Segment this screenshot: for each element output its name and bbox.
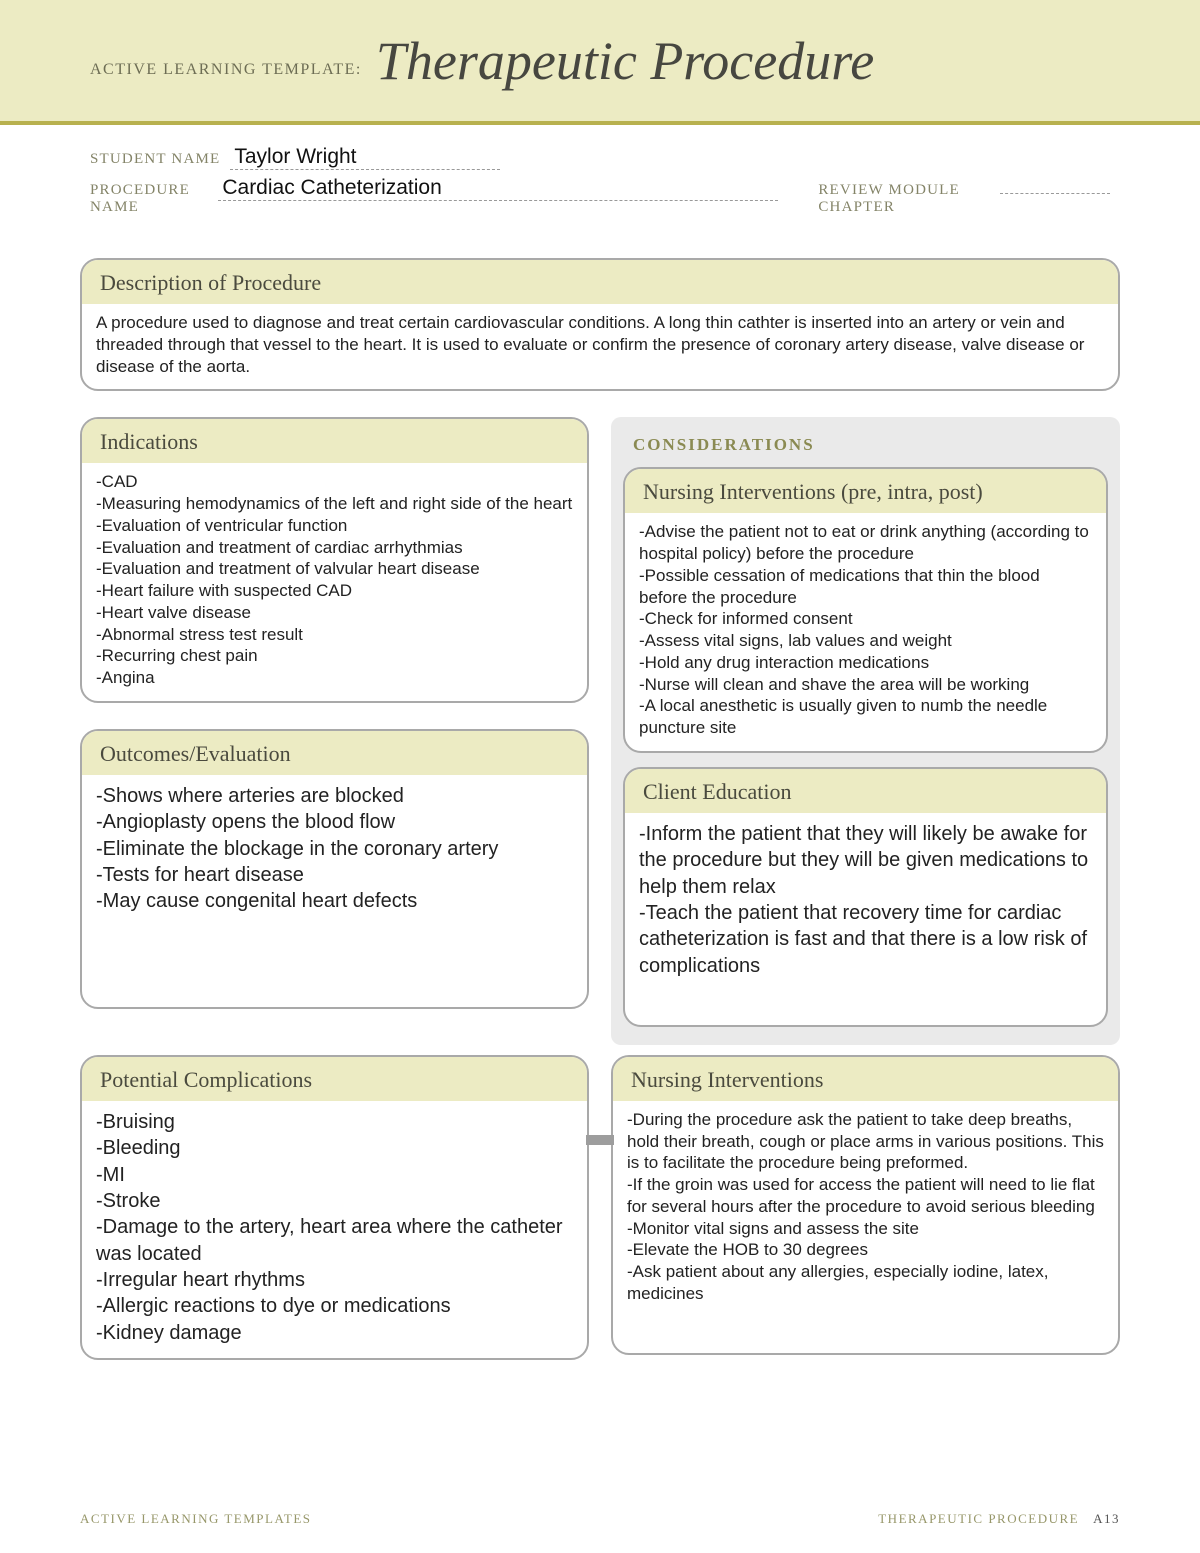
footer-right: THERAPEUTIC PROCEDURE A13	[878, 1511, 1120, 1527]
list-item: -Recurring chest pain	[96, 645, 573, 667]
list-item: -Ask patient about any allergies, especi…	[627, 1261, 1104, 1305]
card-body-indications: -CAD-Measuring hemodynamics of the left …	[82, 463, 587, 701]
col-right: CONSIDERATIONS Nursing Interventions (pr…	[611, 417, 1120, 1055]
row-bottom: Potential Complications -Bruising-Bleedi…	[80, 1055, 1120, 1387]
list-item: -Monitor vital signs and assess the site	[627, 1218, 1104, 1240]
list-item: -Tests for heart disease	[96, 862, 573, 888]
card-header-client-education: Client Education	[625, 769, 1106, 813]
banner: ACTIVE LEARNING TEMPLATE: Therapeutic Pr…	[0, 0, 1200, 125]
row-top: Indications -CAD-Measuring hemodynamics …	[80, 417, 1120, 1055]
card-client-education: Client Education -Inform the patient tha…	[623, 767, 1108, 1027]
list-item: -Hold any drug interaction medications	[639, 652, 1092, 674]
card-description: Description of Procedure A procedure use…	[80, 258, 1120, 391]
col-left-bottom: Potential Complications -Bruising-Bleedi…	[80, 1055, 589, 1387]
procedure-name-value: Cardiac Catheterization	[218, 176, 778, 201]
list-item: -Evaluation of ventricular function	[96, 515, 573, 537]
list-item: -Stroke	[96, 1188, 573, 1214]
footer-page-number: A13	[1093, 1511, 1120, 1527]
card-body-interventions-post: -During the procedure ask the patient to…	[613, 1101, 1118, 1317]
card-connector	[586, 1135, 614, 1145]
procedure-name-label: PROCEDURE NAME	[90, 182, 208, 216]
footer-left: ACTIVE LEARNING TEMPLATES	[80, 1511, 312, 1527]
student-name-value: Taylor Wright	[230, 145, 500, 170]
list-item: -Heart valve disease	[96, 602, 573, 624]
card-header-complications: Potential Complications	[82, 1057, 587, 1101]
list-item: -Angioplasty opens the blood flow	[96, 809, 573, 835]
meta-row-procedure: PROCEDURE NAME Cardiac Catheterization R…	[90, 176, 1110, 216]
list-item: -Damage to the artery, heart area where …	[96, 1214, 573, 1267]
card-outcomes: Outcomes/Evaluation -Shows where arterie…	[80, 729, 589, 1009]
list-item: -Shows where arteries are blocked	[96, 783, 573, 809]
card-header-outcomes: Outcomes/Evaluation	[82, 731, 587, 775]
footer: ACTIVE LEARNING TEMPLATES THERAPEUTIC PR…	[80, 1511, 1120, 1527]
banner-title: Therapeutic Procedure	[376, 30, 874, 92]
list-item: -Inform the patient that they will likel…	[639, 821, 1092, 900]
card-body-interventions-pre: -Advise the patient not to eat or drink …	[625, 513, 1106, 751]
card-interventions-pre: Nursing Interventions (pre, intra, post)…	[623, 467, 1108, 753]
card-header-indications: Indications	[82, 419, 587, 463]
review-module-label: REVIEW MODULE CHAPTER	[818, 182, 990, 216]
card-interventions-post: Nursing Interventions -During the proced…	[611, 1055, 1120, 1355]
list-item: -Irregular heart rhythms	[96, 1267, 573, 1293]
card-body-outcomes: -Shows where arteries are blocked-Angiop…	[82, 775, 587, 927]
list-item: -Kidney damage	[96, 1320, 573, 1346]
card-complications: Potential Complications -Bruising-Bleedi…	[80, 1055, 589, 1361]
list-item: -Bruising	[96, 1109, 573, 1135]
list-item: -Bleeding	[96, 1135, 573, 1161]
list-item: -Measuring hemodynamics of the left and …	[96, 493, 573, 515]
card-header-interventions-post: Nursing Interventions	[613, 1057, 1118, 1101]
list-item: -A local anesthetic is usually given to …	[639, 695, 1092, 739]
list-item: -Elevate the HOB to 30 degrees	[627, 1239, 1104, 1261]
student-name-label: STUDENT NAME	[90, 151, 220, 168]
list-item: -Advise the patient not to eat or drink …	[639, 521, 1092, 565]
list-item: -Allergic reactions to dye or medication…	[96, 1293, 573, 1319]
card-indications: Indications -CAD-Measuring hemodynamics …	[80, 417, 589, 703]
card-header-description: Description of Procedure	[82, 260, 1118, 304]
col-right-bottom: Nursing Interventions -During the proced…	[611, 1055, 1120, 1387]
list-item: -May cause congenital heart defects	[96, 888, 573, 914]
review-module-blank	[1000, 180, 1110, 194]
list-item: -Nurse will clean and shave the area wil…	[639, 674, 1092, 696]
list-item: -Evaluation and treatment of valvular he…	[96, 558, 573, 580]
list-item: -Evaluation and treatment of cardiac arr…	[96, 537, 573, 559]
card-body-client-education: -Inform the patient that they will likel…	[625, 813, 1106, 991]
list-item: -Assess vital signs, lab values and weig…	[639, 630, 1092, 652]
list-item: -Eliminate the blockage in the coronary …	[96, 836, 573, 862]
banner-prefix: ACTIVE LEARNING TEMPLATE:	[90, 61, 362, 79]
list-item: -CAD	[96, 471, 573, 493]
list-item: -Teach the patient that recovery time fo…	[639, 900, 1092, 979]
page: ACTIVE LEARNING TEMPLATE: Therapeutic Pr…	[0, 0, 1200, 1553]
list-item: -Heart failure with suspected CAD	[96, 580, 573, 602]
col-left: Indications -CAD-Measuring hemodynamics …	[80, 417, 589, 1055]
considerations-block: CONSIDERATIONS Nursing Interventions (pr…	[611, 417, 1120, 1045]
list-item: -Abnormal stress test result	[96, 624, 573, 646]
meta-block: STUDENT NAME Taylor Wright PROCEDURE NAM…	[0, 125, 1200, 216]
card-body-complications: -Bruising-Bleeding-MI-Stroke-Damage to t…	[82, 1101, 587, 1359]
list-item: -MI	[96, 1162, 573, 1188]
card-header-interventions-pre: Nursing Interventions (pre, intra, post)	[625, 469, 1106, 513]
list-item: -Angina	[96, 667, 573, 689]
card-body-description: A procedure used to diagnose and treat c…	[82, 304, 1118, 389]
list-item: -Possible cessation of medications that …	[639, 565, 1092, 609]
footer-right-label: THERAPEUTIC PROCEDURE	[878, 1511, 1079, 1527]
content: Description of Procedure A procedure use…	[0, 222, 1200, 1386]
list-item: -During the procedure ask the patient to…	[627, 1109, 1104, 1174]
meta-row-student: STUDENT NAME Taylor Wright	[90, 145, 1110, 170]
list-item: -Check for informed consent	[639, 608, 1092, 630]
list-item: -If the groin was used for access the pa…	[627, 1174, 1104, 1218]
considerations-heading: CONSIDERATIONS	[623, 431, 1108, 467]
